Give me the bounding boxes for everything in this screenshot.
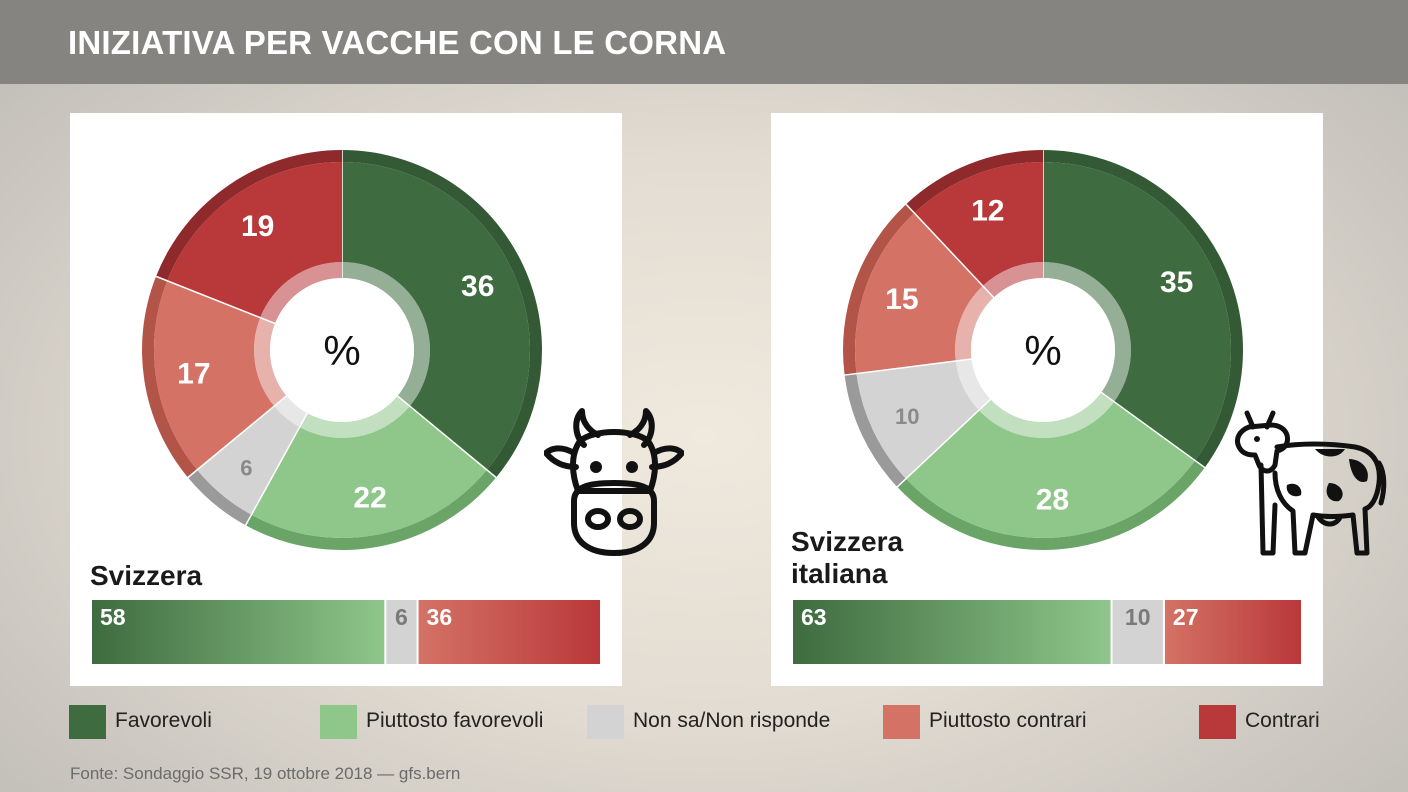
slice-piuttosto-favorevoli	[251, 406, 487, 538]
slice-rim-piuttosto-contrari	[843, 204, 915, 376]
slice-separator	[1100, 391, 1206, 469]
slice-inner-band	[260, 262, 342, 324]
slice-value-label: 15	[885, 283, 918, 316]
legend-label: Piuttosto contrari	[929, 709, 1087, 732]
region-name: Svizzera	[90, 560, 202, 592]
region-name-line1: Svizzera	[791, 526, 904, 557]
slice-non-sa-non-risponde	[197, 406, 300, 515]
slice-rim-favorevoli	[1043, 150, 1243, 468]
legend-swatch	[69, 705, 106, 739]
page-title: INIZIATIVA PER VACCHE CON LE CORNA	[68, 24, 727, 61]
slice-rim-favorevoli	[342, 150, 542, 478]
summary-bar-favorevoli	[92, 600, 385, 664]
summary-bar-value: 63	[801, 604, 827, 630]
slice-value-label: 12	[971, 195, 1004, 228]
summary-bar-value: 27	[1173, 604, 1199, 630]
slice-rim-contrari	[906, 150, 1043, 213]
source-note: Fonte: Sondaggio SSR, 19 ottobre 2018 — …	[70, 764, 461, 783]
legend-swatch	[587, 705, 624, 739]
chart-panel-svizzera: 36 22 6 17 19% 58 6 36 Svizzera	[70, 113, 684, 686]
summary-bar-value: 10	[1125, 604, 1151, 630]
summary-bar-contrari	[418, 600, 600, 664]
donut-chart-svizzera-italiana: 35 28 10 15 12% 63 10 27	[793, 150, 1301, 664]
donut-hole	[971, 278, 1115, 422]
slice-value-label: 35	[1160, 266, 1193, 299]
slice-value-label: 22	[353, 481, 386, 514]
slice-inner-band	[955, 285, 994, 362]
slice-inner-band	[274, 395, 308, 428]
region-name-line2: italiana	[791, 558, 888, 589]
slice-rim-non-sa-non-risponde	[187, 469, 252, 526]
slice-separator	[844, 358, 972, 376]
slice-piuttosto-contrari	[855, 212, 983, 374]
slice-inner-band	[1043, 262, 1131, 402]
slice-favorevoli	[1043, 162, 1231, 461]
slice-value-label: 17	[177, 357, 210, 390]
summary-bar-non-sa-non-risponde	[386, 600, 417, 664]
slice-inner-band	[254, 317, 287, 407]
slice-rim-piuttosto-favorevoli	[245, 469, 497, 550]
slice-inner-band	[342, 262, 430, 407]
region-name-line1: Svizzera	[90, 560, 203, 591]
slice-separator	[155, 275, 276, 325]
donut-hole	[270, 278, 414, 422]
legend-label: Favorevoli	[115, 709, 212, 732]
summary-bar-favorevoli	[793, 600, 1111, 664]
slice-value-label: 6	[240, 456, 252, 481]
legend-label: Piuttosto favorevoli	[366, 709, 544, 732]
slice-separator	[187, 395, 288, 479]
slice-rim-piuttosto-contrari	[142, 276, 198, 478]
slice-value-label: 19	[241, 210, 274, 243]
chart-panel-svizzera-italiana: 35 28 10 15 12% 63 10 27 Svizzera italiana	[771, 113, 1387, 686]
slice-piuttosto-favorevoli	[905, 401, 1196, 538]
legend-label: Contrari	[1245, 709, 1320, 732]
slice-non-sa-non-risponde	[856, 361, 979, 479]
slice-separator	[896, 398, 992, 488]
slice-piuttosto-contrari	[154, 280, 275, 470]
slice-rim-piuttosto-favorevoli	[897, 460, 1205, 550]
slice-separator	[905, 203, 995, 299]
legend-swatch	[883, 705, 920, 739]
summary-bar-value: 6	[395, 604, 408, 630]
cow-head-icon	[544, 408, 684, 556]
header-bar: INIZIATIVA PER VACCHE CON LE CORNA	[0, 0, 1408, 84]
slice-value-label: 28	[1036, 484, 1069, 517]
summary-bar-contrari	[1164, 600, 1301, 664]
slice-value-label: 36	[461, 270, 494, 303]
cow-icon	[1234, 410, 1387, 556]
slice-separator	[396, 395, 497, 479]
slice-inner-band	[982, 262, 1043, 298]
summary-bar-value: 36	[427, 604, 453, 630]
region-name: Svizzera italiana	[791, 526, 903, 590]
center-percent-label: %	[1024, 327, 1061, 374]
summary-bar-value: 58	[100, 604, 126, 630]
slice-rim-non-sa-non-risponde	[844, 373, 906, 487]
legend-swatch	[1199, 705, 1236, 739]
slice-rim-contrari	[156, 150, 342, 281]
legend-swatch	[320, 705, 357, 739]
slice-inner-band	[299, 395, 410, 438]
center-percent-label: %	[323, 327, 360, 374]
slice-favorevoli	[342, 162, 530, 470]
slice-separator	[244, 412, 308, 526]
slice-inner-band	[978, 392, 1115, 438]
slice-contrari	[914, 162, 1043, 286]
legend-label: Non sa/Non risponde	[633, 709, 831, 732]
donut-chart-svizzera: 36 22 6 17 19% 58 6 36	[92, 150, 600, 664]
slice-inner-band	[955, 359, 991, 411]
summary-bar-non-sa-non-risponde	[1112, 600, 1163, 664]
slice-contrari	[167, 162, 342, 318]
slice-value-label: 10	[895, 404, 919, 429]
